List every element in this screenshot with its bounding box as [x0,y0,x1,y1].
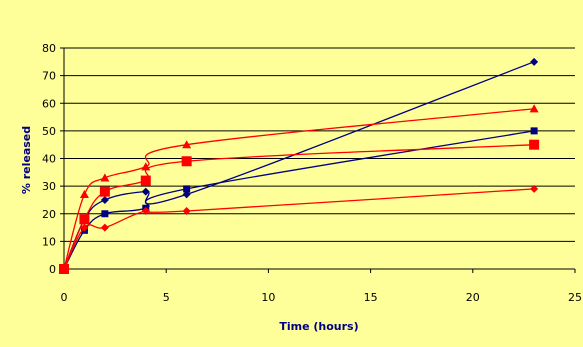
data-point [141,187,150,196]
data-point [530,127,538,135]
y-tick-label: 30 [42,180,56,193]
x-axis-title: Time (hours) [279,320,358,333]
y-tick-label: 60 [42,97,56,110]
y-tick-label: 10 [42,235,56,248]
y-tick-label: 50 [42,125,56,138]
data-point [60,265,68,273]
data-point [100,173,110,182]
data-point [100,195,109,204]
data-point [181,156,192,167]
data-point [529,104,539,113]
y-tick-label: 0 [49,263,56,276]
data-point [100,223,109,232]
x-tick-label: 15 [364,291,378,304]
y-axis-title: % released [20,126,33,194]
x-tick-label: 25 [568,291,582,304]
data-point [182,190,191,199]
tick-labels: 0 10 20 30 40 50 60 70 80 0 5 10 15 20 25 [42,42,582,304]
x-tick-label: 5 [163,291,170,304]
y-tick-label: 80 [42,42,56,55]
data-point [140,175,151,186]
x-tick-label: 20 [466,291,480,304]
data-point [529,139,540,150]
data-point [141,206,150,215]
y-tick-label: 20 [42,208,56,221]
grid-lines [64,47,575,242]
x-tick-label: 0 [61,291,68,304]
data-point [79,214,90,225]
data-point [79,189,89,199]
data-point [182,206,191,215]
series-5 [60,184,539,273]
data-point [530,57,539,66]
data-point [101,210,109,218]
data-point [99,186,110,197]
y-tick-label: 40 [42,153,56,166]
data-point [183,185,191,193]
data-point [80,223,89,232]
data-point [182,140,192,149]
data-point [530,184,539,193]
y-tick-label: 70 [42,70,56,83]
series-layer [59,57,540,274]
x-tick-label: 10 [261,291,275,304]
